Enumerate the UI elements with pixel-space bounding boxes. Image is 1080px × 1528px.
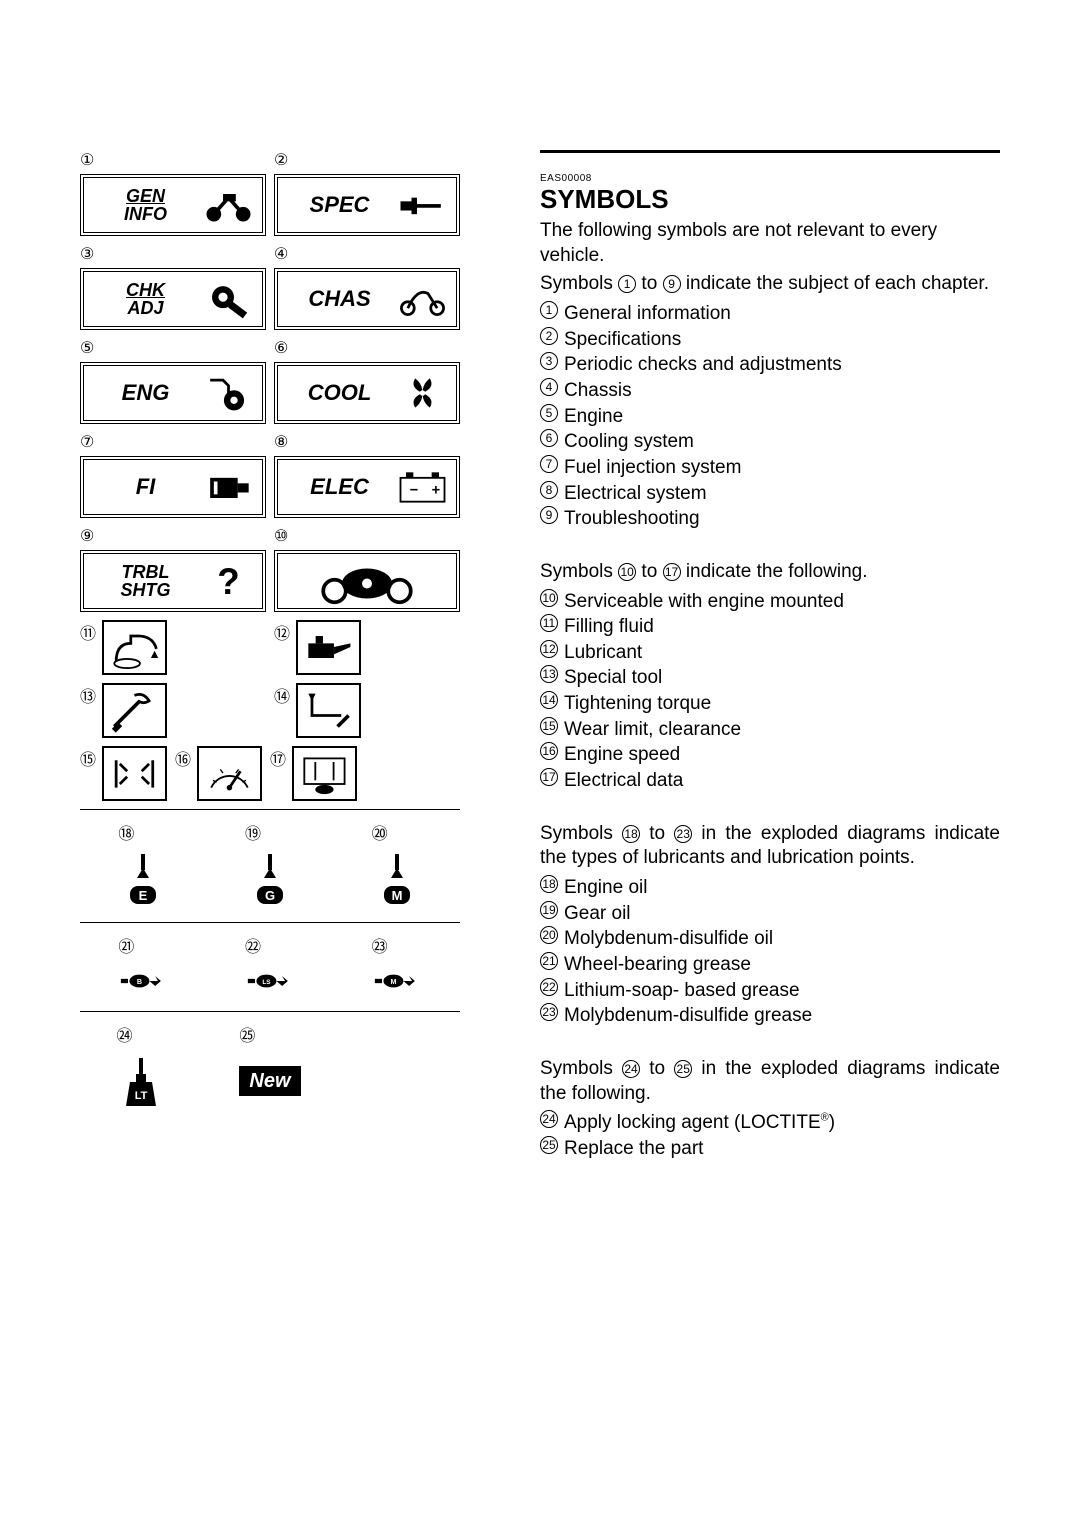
symbols-description: EAS00008 SYMBOLS The following symbols a… [540, 150, 1000, 1162]
chapter-list: 1General information 2Specifications 3Pe… [540, 301, 1000, 532]
fan-icon [395, 368, 450, 418]
gear-oil-icon: G [245, 850, 295, 910]
tab-chas: CHAS [274, 268, 460, 330]
group2-list: 10Serviceable with engine mounted 11Fill… [540, 589, 1000, 794]
special-tool-icon [102, 683, 167, 738]
intro-4: Symbols 18 to 23 in the exploded diagram… [540, 822, 1000, 871]
new-badge: New [239, 1070, 300, 1093]
svg-text:E: E [139, 888, 148, 903]
icon-num-19: ⑲ [245, 826, 261, 843]
inspect-icon [201, 274, 256, 324]
torque-icon [296, 683, 361, 738]
tab-num-9: ⑨ [80, 526, 266, 546]
svg-text:M: M [391, 888, 402, 903]
icon-num-25: ㉕ [239, 1028, 255, 1045]
wheel-bearing-grease-icon: B [118, 963, 168, 999]
engine-oil-icon: E [118, 850, 168, 910]
electrical-data-icon [292, 746, 357, 801]
icon-num-18: ⑱ [118, 826, 134, 843]
tab-num-8: ⑧ [274, 432, 460, 452]
heading-symbols: SYMBOLS [540, 184, 1000, 215]
intro-1: The following symbols are not relevant t… [540, 219, 1000, 268]
tab-fi: FI [80, 456, 266, 518]
tab-serviceable [274, 550, 460, 612]
oilcan-icon [296, 620, 361, 675]
icon-num-17: ⑰ [270, 746, 286, 770]
icon-num-23: ㉓ [372, 939, 388, 956]
tab-num-10: ⑩ [274, 526, 460, 546]
wear-limit-icon [102, 746, 167, 801]
icon-num-11: ⑪ [80, 620, 96, 644]
intro-3: Symbols 10 to 17 indicate the following. [540, 560, 1000, 585]
tab-eng: ENG [80, 362, 266, 424]
icon-num-16: ⑯ [175, 746, 191, 770]
tab-spec: SPEC [274, 174, 460, 236]
icon-num-14: ⑭ [274, 683, 290, 707]
icon-num-22: ㉒ [245, 939, 261, 956]
loctite-icon: LT [116, 1052, 166, 1112]
tab-num-5: ⑤ [80, 338, 266, 358]
symbols-legend-graphic: ① GENINFO ② SPEC ③ CHKADJ [80, 150, 460, 1162]
svg-text:B: B [137, 978, 142, 986]
battery-icon: −+ [395, 462, 450, 512]
icon-num-12: ⑫ [274, 620, 290, 644]
icon-num-20: ⑳ [372, 826, 388, 843]
tab-trbl: TRBLSHTG ? [80, 550, 266, 612]
tab-num-2: ② [274, 150, 460, 170]
icon-num-15: ⑮ [80, 746, 96, 770]
tab-num-4: ④ [274, 244, 460, 264]
chassis-icon [395, 274, 450, 324]
engine-icon [201, 368, 256, 418]
filling-fluid-icon [102, 620, 167, 675]
intro-5: Symbols 24 to 25 in the exploded diagram… [540, 1057, 1000, 1106]
svg-text:?: ? [217, 561, 239, 602]
injector-icon [201, 462, 256, 512]
engine-speed-icon [197, 746, 262, 801]
tab-num-1: ① [80, 150, 266, 170]
svg-text:−: − [410, 482, 419, 498]
group4-list: 24Apply locking agent (LOCTITE®) 25Repla… [540, 1110, 1000, 1161]
moly-grease-icon: M [372, 963, 422, 999]
intro-2: Symbols 1 to 9 indicate the subject of e… [540, 272, 1000, 297]
tab-cool: COOL [274, 362, 460, 424]
question-icon: ? [201, 556, 256, 606]
svg-text:G: G [265, 888, 275, 903]
svg-text:LT: LT [135, 1090, 148, 1102]
bolt-icon [395, 180, 450, 230]
tab-gen-info: GENINFO [80, 174, 266, 236]
tab-chk-adj: CHKADJ [80, 268, 266, 330]
svg-text:M: M [390, 978, 396, 986]
svg-text:LS: LS [262, 979, 271, 986]
svg-text:+: + [432, 482, 441, 498]
tab-num-3: ③ [80, 244, 266, 264]
eas-code: EAS00008 [540, 173, 1000, 184]
tab-num-7: ⑦ [80, 432, 266, 452]
lithium-grease-icon: LS [245, 963, 295, 999]
motorcycle-icon [201, 180, 256, 230]
group3-list: 18Engine oil 19Gear oil 20Molybdenum-dis… [540, 875, 1000, 1029]
icon-num-13: ⑬ [80, 683, 96, 707]
moly-oil-icon: M [372, 850, 422, 910]
icon-num-24: ㉔ [116, 1028, 132, 1045]
moto-chassis-icon [284, 556, 450, 606]
icon-num-21: ㉑ [118, 939, 134, 956]
tab-num-6: ⑥ [274, 338, 460, 358]
tab-elec: ELEC −+ [274, 456, 460, 518]
